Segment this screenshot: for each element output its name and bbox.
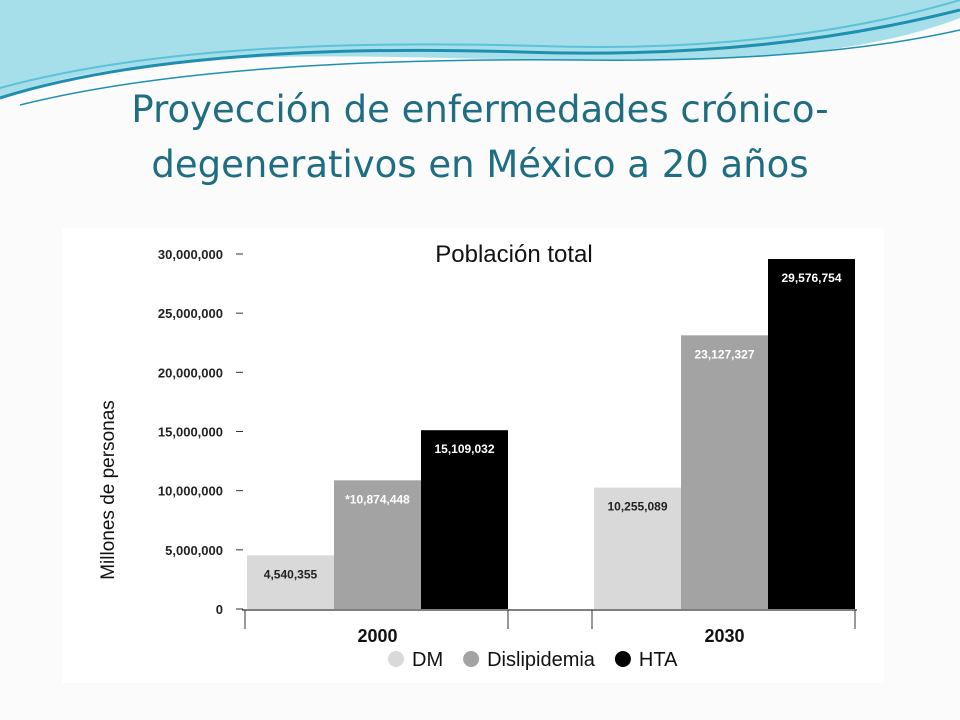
bar-value-label: *10,874,448 <box>345 492 410 506</box>
y-tick-label: 5,000,000 <box>165 543 223 558</box>
y-tick-label: 25,000,000 <box>158 306 223 321</box>
bar-value-label: 4,540,355 <box>264 567 318 581</box>
legend-label-dm: DM <box>412 649 443 671</box>
legend-label-hta: HTA <box>639 649 678 671</box>
x-category-label: 2000 <box>357 626 397 646</box>
bar-value-label: 29,576,754 <box>781 271 841 285</box>
legend-label-dislipidemia: Dislipidemia <box>487 649 596 671</box>
y-tick-label: 10,000,000 <box>158 484 223 499</box>
x-category-label: 2030 <box>704 626 744 646</box>
bar-value-label: 10,255,089 <box>607 500 667 514</box>
bar-hta-2000 <box>421 430 508 609</box>
wave-line-1 <box>0 8 960 100</box>
bar-dislipidemia-2000 <box>334 480 421 609</box>
bar-dislipidemia-2030 <box>681 335 768 609</box>
chart-title: Población total <box>435 241 592 268</box>
legend-swatch-hta <box>614 651 631 667</box>
bars: 4,540,355 *10,874,448 15,109,032 10,255,089… <box>247 259 855 609</box>
y-tick-label: 15,000,000 <box>158 425 223 440</box>
y-tick-label: 0 <box>216 602 223 617</box>
title-line-1: Proyección de enfermedades crónico- <box>131 88 829 131</box>
y-tick-label: 30,000,000 <box>158 247 223 262</box>
slide-title: Proyección de enfermedades crónico- dege… <box>40 82 920 192</box>
bar-value-label: 15,109,032 <box>434 442 494 456</box>
bar-hta-2030 <box>768 259 855 609</box>
chart-panel: Población total Millones de personas 0 5,… <box>62 228 884 683</box>
bar-value-label: 23,127,327 <box>694 347 754 361</box>
header-wave-decoration <box>0 0 960 106</box>
legend-swatch-dm <box>388 651 404 667</box>
bar-dm-2030 <box>594 487 681 609</box>
legend: DM Dislipidemia HTA <box>388 649 678 671</box>
axes: 0 5,000,000 10,000,000 15,000,000 20,000,000… <box>158 247 857 646</box>
legend-swatch-dislipidemia <box>463 651 480 667</box>
wave-line-2 <box>0 0 960 89</box>
title-line-2: degenerativos en México a 20 años <box>151 143 809 186</box>
wave-line-3 <box>19 29 960 106</box>
y-axis-label: Millones de personas <box>98 400 119 580</box>
y-tick-label: 20,000,000 <box>158 365 223 380</box>
bar-chart: Población total Millones de personas 0 5,… <box>98 241 857 671</box>
bar-dm-2000 <box>247 555 334 609</box>
